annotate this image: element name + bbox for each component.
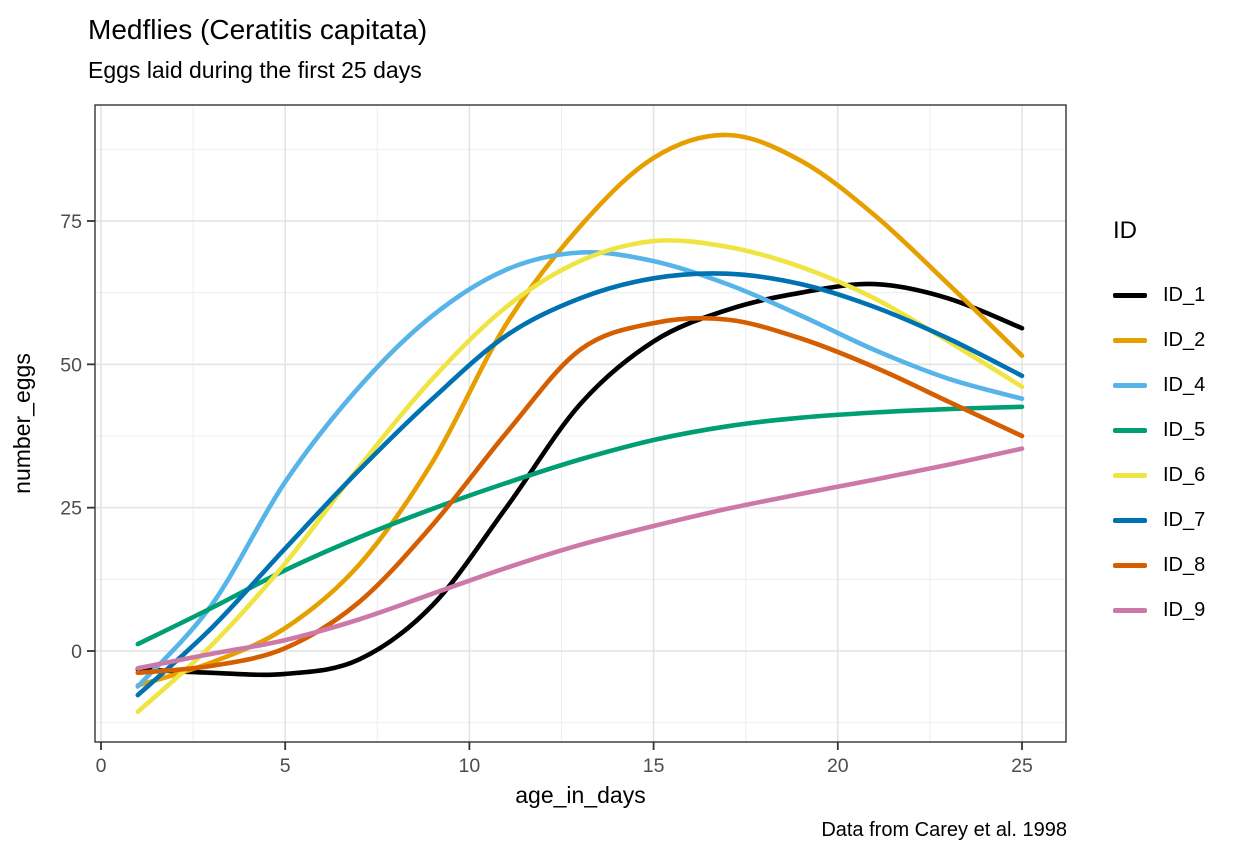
- series-line-ID_9: [135, 446, 1025, 671]
- legend-label: ID_2: [1163, 329, 1206, 351]
- legend-swatch-ID_4: [1113, 383, 1147, 388]
- legend-item-ID_7: ID_7: [1113, 498, 1205, 543]
- legend-item-ID_6: ID_6: [1113, 453, 1205, 498]
- legend-label: ID_7: [1163, 509, 1206, 531]
- x-tick-label: 25: [1011, 755, 1033, 777]
- legend-item-ID_9: ID_9: [1113, 588, 1205, 633]
- legend-swatch-ID_7: [1113, 518, 1147, 523]
- legend-label: ID_8: [1163, 554, 1206, 576]
- series-line-ID_4: [135, 249, 1025, 689]
- y-tick-label: 75: [60, 211, 82, 233]
- legend-label: ID_9: [1163, 599, 1206, 621]
- series-line-ID_7: [135, 271, 1025, 698]
- legend-item-ID_2: ID_2: [1113, 318, 1205, 363]
- legend-title: ID: [1113, 217, 1137, 244]
- legend-item-ID_5: ID_5: [1113, 408, 1205, 453]
- panel-border: [94, 104, 1067, 743]
- legend-swatch-ID_2: [1113, 338, 1147, 343]
- y-axis-title: number_eggs: [9, 353, 35, 494]
- y-tick-label: 50: [60, 354, 82, 376]
- legend-label: ID_6: [1163, 464, 1206, 486]
- legend-label: ID_4: [1163, 374, 1206, 396]
- legend: ID ID_1 ID_2 ID_4 ID_5 ID_6 ID_7 ID_8 ID_9: [1113, 217, 1205, 633]
- legend-swatch-ID_5: [1113, 428, 1147, 433]
- series-line-ID_2: [135, 132, 1025, 688]
- x-tick-label: 15: [643, 755, 665, 777]
- chart-caption: Data from Carey et al. 1998: [821, 819, 1067, 841]
- series-line-ID_5: [135, 404, 1025, 647]
- y-tick-label: 0: [71, 641, 82, 663]
- legend-item-ID_1: ID_1: [1113, 273, 1205, 318]
- series-line-ID_6: [135, 238, 1025, 715]
- chart-title: Medflies (Ceratitis capitata): [88, 14, 428, 45]
- x-tick-label: 10: [459, 755, 481, 777]
- series-line-ID_1: [135, 281, 1025, 678]
- series-line-ID_8: [135, 315, 1025, 676]
- x-tick-label: 5: [280, 755, 291, 777]
- legend-swatch-ID_9: [1113, 608, 1147, 613]
- legend-item-ID_8: ID_8: [1113, 543, 1205, 588]
- x-tick-label: 20: [827, 755, 849, 777]
- legend-label: ID_5: [1163, 419, 1206, 441]
- legend-swatch-ID_1: [1113, 293, 1147, 298]
- x-axis-title: age_in_days: [515, 782, 645, 808]
- legend-item-ID_4: ID_4: [1113, 363, 1205, 408]
- legend-label: ID_1: [1163, 284, 1206, 306]
- y-tick-label: 25: [60, 498, 82, 520]
- legend-items: ID_1 ID_2 ID_4 ID_5 ID_6 ID_7 ID_8 ID_9: [1113, 273, 1205, 633]
- x-tick-label: 0: [96, 755, 107, 777]
- legend-swatch-ID_6: [1113, 473, 1147, 478]
- legend-swatch-ID_8: [1113, 563, 1147, 568]
- chart-subtitle: Eggs laid during the first 25 days: [88, 57, 422, 83]
